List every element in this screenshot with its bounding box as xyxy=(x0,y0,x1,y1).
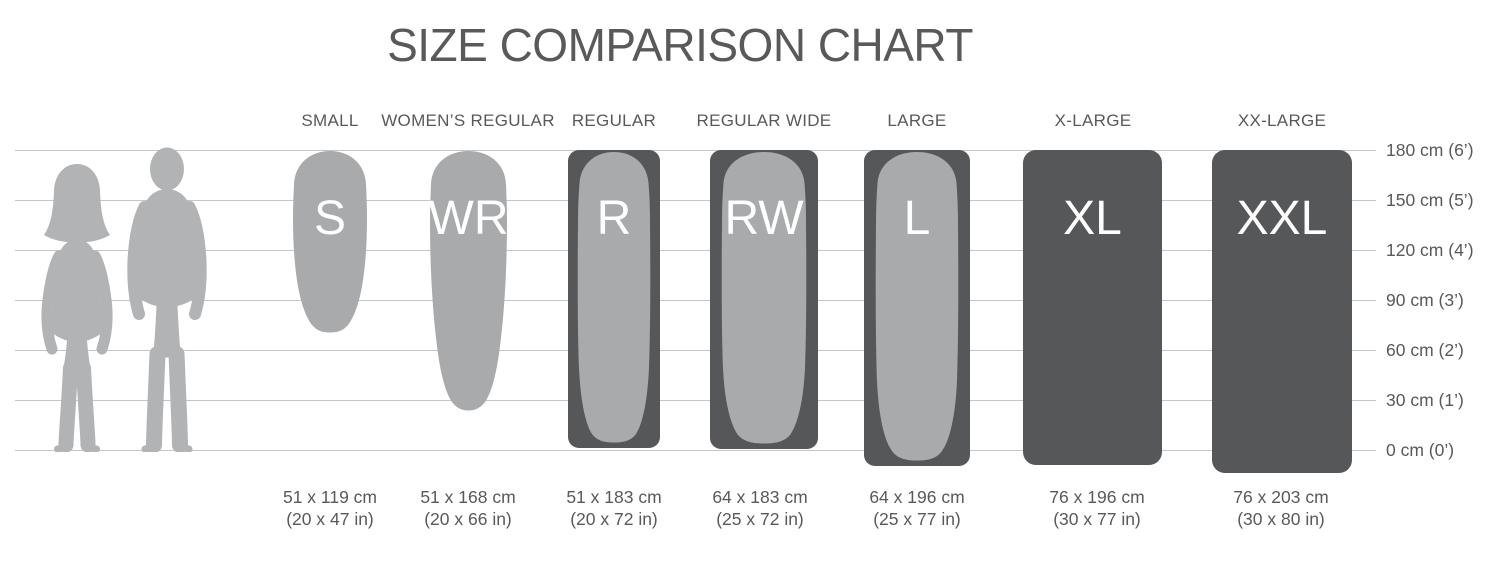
page-title: SIZE COMPARISON CHART xyxy=(387,19,973,71)
dims-x-large-cm: 76 x 196 cm xyxy=(1049,487,1145,507)
dims-large-in: (25 x 77 in) xyxy=(873,509,961,529)
dims-x-large: 76 x 196 cm (30 x 77 in) xyxy=(977,486,1217,530)
header-regular-wide: REGULAR WIDE xyxy=(696,111,832,130)
dims-large: 64 x 196 cm (25 x 77 in) xyxy=(797,486,1037,530)
letter-regular-wide: RW xyxy=(724,192,804,245)
dims-large-cm: 64 x 196 cm xyxy=(869,487,965,507)
gridline-90cm xyxy=(15,300,1376,301)
letter-xx-large: XXL xyxy=(1236,192,1328,245)
header-womens-regular: WOMEN’S REGULAR xyxy=(381,111,555,130)
letter-regular: R xyxy=(596,192,632,245)
scale-label-0cm: 0 cm (0’) xyxy=(1386,440,1455,460)
gridline-120cm xyxy=(15,250,1376,251)
dims-womens-regular-in: (20 x 66 in) xyxy=(424,509,512,529)
dims-x-large-in: (30 x 77 in) xyxy=(1053,509,1141,529)
pad-womens-regular-shape-icon xyxy=(430,151,507,411)
dims-xx-large: 76 x 203 cm (30 x 80 in) xyxy=(1161,486,1401,530)
gridline-60cm xyxy=(15,350,1376,351)
scale-label-60cm: 60 cm (2’) xyxy=(1386,340,1464,360)
header-small: SMALL xyxy=(301,111,359,130)
pad-regular-shape-icon xyxy=(577,152,651,443)
pad-small-shape-icon xyxy=(293,151,367,333)
woman-silhouette-icon xyxy=(41,164,113,452)
gridline-150cm xyxy=(15,200,1376,201)
dims-womens-regular-cm: 51 x 168 cm xyxy=(420,487,516,507)
header-large: LARGE xyxy=(887,111,947,130)
scale-label-120cm: 120 cm (4’) xyxy=(1386,240,1474,260)
man-silhouette-icon xyxy=(127,147,207,452)
dims-xx-large-in: (30 x 80 in) xyxy=(1237,509,1325,529)
letter-small: S xyxy=(313,192,346,245)
dims-regular-wide-in: (25 x 72 in) xyxy=(716,509,804,529)
scale-label-30cm: 30 cm (1’) xyxy=(1386,390,1464,410)
gridline-30cm xyxy=(15,400,1376,401)
dims-small-cm: 51 x 119 cm xyxy=(282,487,378,507)
pad-large xyxy=(864,150,970,466)
letter-x-large: XL xyxy=(1063,192,1122,245)
dims-regular-in: (20 x 72 in) xyxy=(570,509,658,529)
pad-regular xyxy=(568,150,660,448)
pad-regular-wide xyxy=(710,150,818,449)
dims-small: 51 x 119 cm (20 x 47 in) xyxy=(210,486,450,530)
dims-xx-large-cm: 76 x 203 cm xyxy=(1233,487,1329,507)
header-xx-large: XX-LARGE xyxy=(1237,111,1327,130)
gridline-0cm xyxy=(15,450,1376,451)
dims-regular-wide: 64 x 183 cm (25 x 72 in) xyxy=(640,486,880,530)
dims-small-in: (20 x 47 in) xyxy=(286,509,374,529)
scale-label-150cm: 150 cm (5’) xyxy=(1386,190,1474,210)
scale-label-180cm: 180 cm (6’) xyxy=(1386,140,1474,160)
pad-small xyxy=(289,150,371,333)
pad-x-large xyxy=(1023,150,1162,465)
pad-regular-wide-shape-icon xyxy=(721,152,807,444)
scale-label-90cm: 90 cm (3’) xyxy=(1386,290,1464,310)
gridline-180cm xyxy=(15,150,1376,151)
header-x-large: X-LARGE xyxy=(1054,111,1132,130)
header-regular: REGULAR xyxy=(571,111,657,130)
dims-regular-cm: 51 x 183 cm xyxy=(566,487,662,507)
pad-large-shape-icon xyxy=(875,152,959,461)
pad-womens-regular xyxy=(425,150,512,411)
pad-xx-large xyxy=(1212,150,1352,473)
letter-large: L xyxy=(903,192,931,245)
dims-regular: 51 x 183 cm (20 x 72 in) xyxy=(494,486,734,530)
dims-regular-wide-cm: 64 x 183 cm xyxy=(712,487,808,507)
dims-womens-regular: 51 x 168 cm (20 x 66 in) xyxy=(348,486,588,530)
letter-womens-regular: WR xyxy=(428,192,509,245)
